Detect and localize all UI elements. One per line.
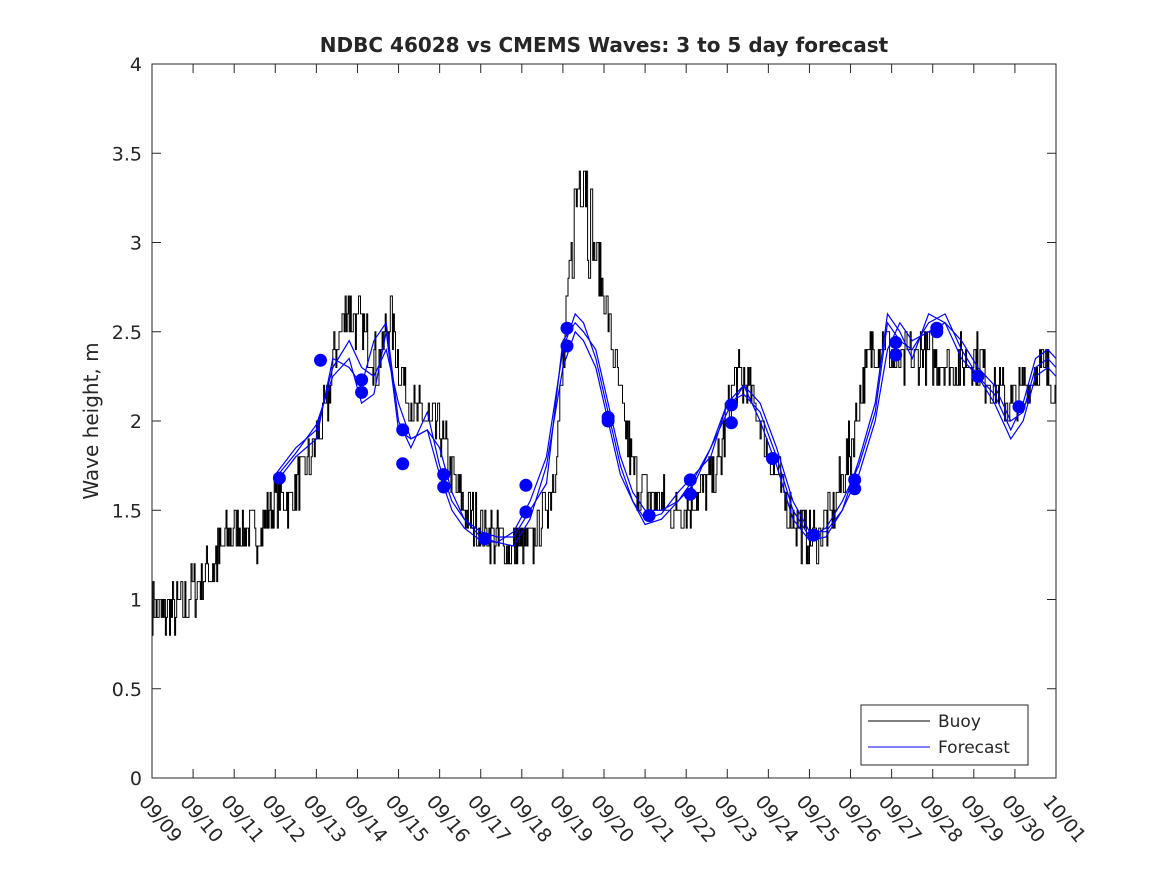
forecast-marker	[889, 336, 903, 349]
forecast-marker	[355, 385, 369, 399]
legend-buoy-label: Buoy	[938, 712, 981, 732]
forecast-marker	[683, 473, 697, 487]
forecast-marker	[807, 528, 821, 542]
forecast-marker	[1012, 400, 1026, 414]
forecast-series-line-3	[274, 312, 1057, 547]
forecast-marker	[478, 532, 492, 546]
forecast-marker	[766, 452, 779, 465]
y-tick-label: 3.5	[112, 143, 142, 165]
forecast-marker	[560, 339, 574, 353]
forecast-marker	[930, 325, 944, 339]
forecast-marker	[437, 480, 451, 494]
forecast-marker	[355, 373, 369, 387]
forecast-marker	[519, 478, 533, 492]
forecast-marker	[971, 369, 985, 383]
y-tick-label: 3	[130, 233, 142, 255]
forecast-marker	[314, 353, 327, 367]
forecast-marker	[724, 416, 738, 430]
forecast-marker	[519, 505, 533, 519]
forecast-marker	[396, 457, 410, 471]
y-tick-label: 0.5	[112, 679, 142, 701]
forecast-marker	[272, 471, 286, 485]
forecast-marker	[683, 487, 697, 501]
y-axis-label: Wave height, m	[79, 342, 103, 499]
y-tick-label: 0	[130, 768, 142, 790]
forecast-marker	[396, 423, 410, 437]
forecast-marker	[848, 473, 862, 487]
legend-box	[860, 704, 1029, 766]
y-tick-label: 1	[130, 590, 142, 612]
legend-forecast-label: Forecast	[938, 738, 1010, 758]
chart-title: NDBC 46028 vs CMEMS Waves: 3 to 5 day fo…	[320, 33, 889, 57]
forecast-marker	[724, 398, 738, 412]
buoy-series-line	[152, 170, 1057, 636]
legend: Buoy Forecast	[860, 704, 1029, 766]
y-tick-label: 1.5	[112, 500, 142, 522]
forecast-marker	[642, 509, 656, 523]
forecast-marker	[889, 348, 903, 362]
forecast-marker	[848, 482, 862, 496]
forecast-marker	[601, 414, 615, 428]
forecast-marker	[437, 468, 451, 482]
y-tick-label: 2.5	[112, 322, 142, 344]
marker-layer	[272, 321, 1026, 546]
y-tick-label: 2	[130, 411, 142, 433]
y-tick-label: 4	[130, 54, 142, 76]
forecast-marker	[560, 321, 574, 335]
